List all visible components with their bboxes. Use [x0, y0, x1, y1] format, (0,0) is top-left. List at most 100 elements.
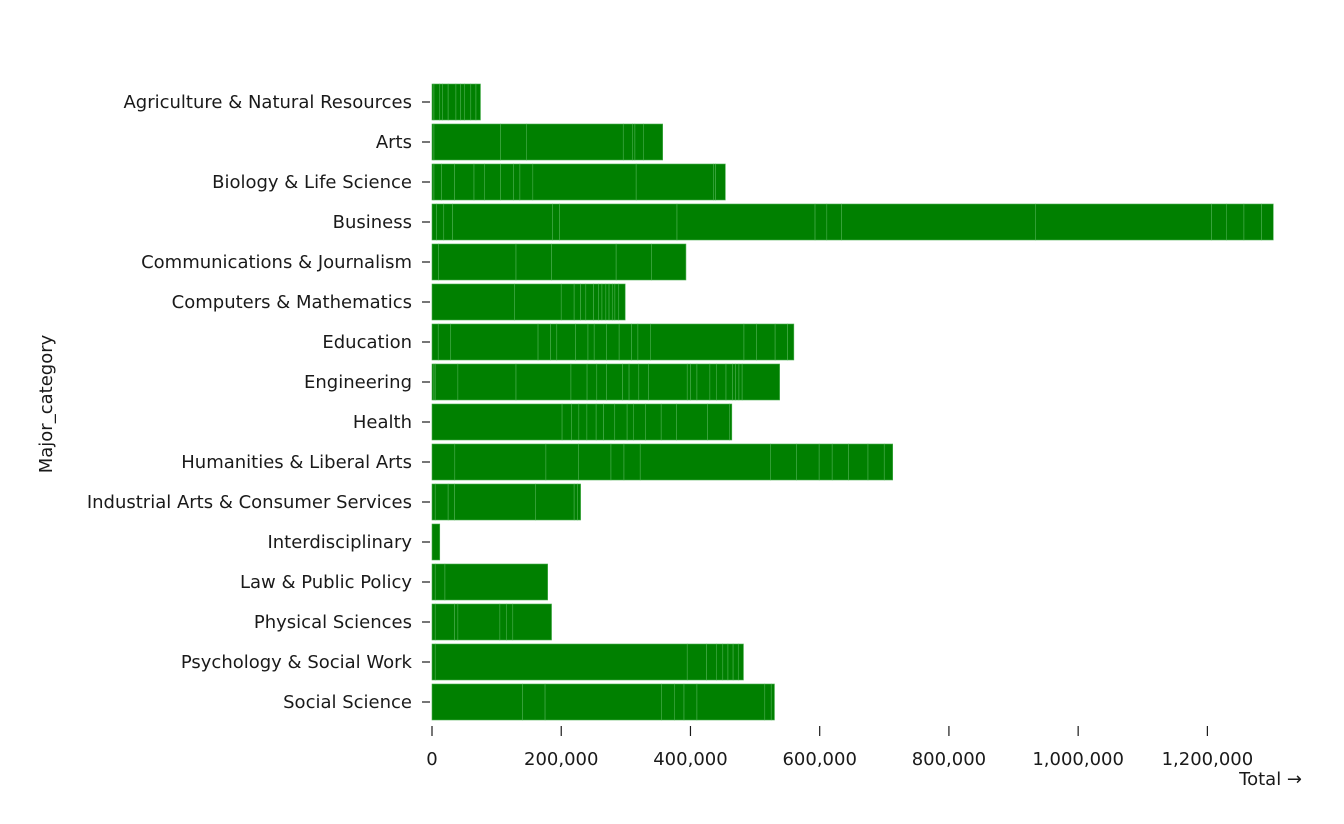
bar-segment [725, 363, 733, 401]
y-tick-label: Physical Sciences [254, 612, 412, 633]
bar-segment [552, 203, 560, 241]
bar-segment [848, 443, 869, 481]
y-tick-label: Biology & Life Science [212, 172, 412, 193]
bar-segment [707, 403, 730, 441]
bar-segment [580, 283, 587, 321]
bar-segment [431, 443, 456, 481]
bar-segment [651, 243, 687, 281]
bar-segment [431, 563, 436, 601]
bar-segment [431, 403, 563, 441]
bar-segment [431, 243, 439, 281]
bar-segment [741, 363, 780, 401]
bar-segment [593, 323, 607, 361]
bar-segment [626, 403, 634, 441]
bar-segment [608, 283, 613, 321]
bar-segment [500, 123, 527, 161]
bar-segment [622, 363, 630, 401]
bar-segment [559, 203, 678, 241]
bar-segment [439, 83, 443, 121]
bar-segment [575, 323, 589, 361]
y-tick-label: Computers & Mathematics [172, 292, 412, 313]
bar-segment [598, 283, 603, 321]
bar-segment [431, 523, 441, 561]
y-axis-title: Major_category [36, 334, 57, 473]
bar-segment [452, 203, 553, 241]
bar-segment [512, 603, 552, 641]
bar-segment [577, 483, 581, 521]
bar-segment [818, 443, 833, 481]
bar-segment [587, 323, 595, 361]
x-tick-label: 200,000 [524, 749, 598, 770]
bar-segment [535, 483, 575, 521]
bar-segment [460, 83, 465, 121]
bar-segment [593, 283, 600, 321]
bar-segment [622, 123, 633, 161]
bar-segment [661, 683, 675, 721]
y-tick-label: Education [322, 332, 412, 353]
bar-segment [443, 203, 453, 241]
bar-segment [787, 323, 795, 361]
bar-segment [433, 163, 442, 201]
bar-segment [551, 243, 617, 281]
bar-segment [631, 323, 639, 361]
bar-segment [764, 683, 772, 721]
bar-segment [499, 603, 507, 641]
bar-segment [570, 363, 588, 401]
bar-segment [431, 603, 436, 641]
bar-segment [433, 83, 441, 121]
bar-segment [431, 483, 436, 521]
y-tick-label: Engineering [304, 372, 412, 393]
bar-segment [770, 443, 797, 481]
bar-segment [578, 443, 612, 481]
bar-segment [596, 363, 607, 401]
bar-segment [715, 163, 726, 201]
bar-segment [436, 203, 445, 241]
bar-segment [544, 683, 662, 721]
bar-segment [506, 603, 514, 641]
bar-segment [614, 283, 620, 321]
bar-segment [431, 323, 439, 361]
bar-segment [606, 323, 620, 361]
bar-segment [696, 683, 766, 721]
bar-segment [585, 283, 594, 321]
bar-segment [475, 83, 481, 121]
bar-segment [690, 363, 698, 401]
bar-segment [635, 163, 715, 201]
bar-segment [454, 443, 547, 481]
bar-segment [660, 403, 677, 441]
bar-segment [484, 163, 501, 201]
bar-segment [615, 243, 652, 281]
bar-segment [434, 643, 688, 681]
bar-segment [1261, 203, 1274, 241]
bar-segment [706, 643, 717, 681]
y-tick-label: Business [333, 212, 412, 233]
x-tick-label: 600,000 [782, 749, 856, 770]
bar-segment [519, 163, 534, 201]
bar-segment [447, 483, 455, 521]
bar-segment [595, 403, 604, 441]
bar-segment [633, 403, 647, 441]
x-tick-label: 0 [426, 749, 437, 770]
bar-segment [638, 363, 649, 401]
bar-segment [628, 363, 640, 401]
bar-segment [441, 163, 455, 201]
bar-segment [696, 363, 711, 401]
y-tick-label: Communications & Journalism [141, 252, 412, 273]
bar-segment [831, 443, 849, 481]
bar-segment [883, 443, 894, 481]
bar-segment [841, 203, 1036, 241]
bar-segment [464, 83, 472, 121]
bar-segment [770, 683, 775, 721]
bar-segment [737, 643, 744, 681]
bar-segment [732, 643, 739, 681]
bars-group [431, 83, 1274, 721]
bar-segment [642, 123, 663, 161]
x-tick-label: 800,000 [912, 749, 986, 770]
bar-segment [743, 323, 757, 361]
bar-segment [560, 283, 575, 321]
bar-segment [434, 483, 449, 521]
bar-segment [434, 563, 446, 601]
x-tick-label: 1,200,000 [1162, 749, 1254, 770]
bar-segment [438, 243, 517, 281]
